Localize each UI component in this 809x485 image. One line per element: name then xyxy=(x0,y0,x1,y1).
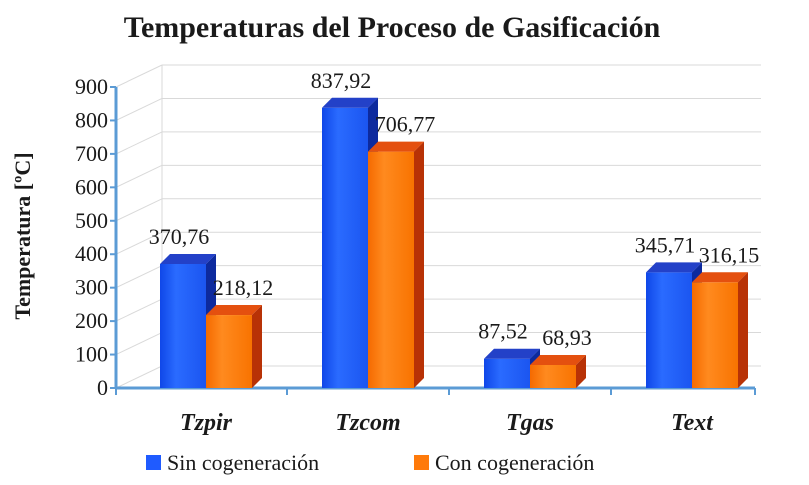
bar-text-con xyxy=(692,272,748,388)
gridline-diagonal xyxy=(115,198,163,222)
x-tick-label: Text xyxy=(671,410,714,436)
bar-tzpir-con xyxy=(206,305,262,388)
bar-front xyxy=(484,358,530,388)
y-tick-label: 0 xyxy=(97,375,108,400)
bar-side xyxy=(738,272,748,388)
bar-top xyxy=(530,354,586,365)
legend: Sin cogeneración Con cogeneración xyxy=(146,450,594,475)
bar-front xyxy=(692,282,738,388)
gridlines xyxy=(115,64,761,389)
y-tick-label: 500 xyxy=(75,208,108,233)
data-label: 837,92 xyxy=(311,68,372,93)
gridline-diagonal xyxy=(115,332,163,356)
bar-top xyxy=(692,272,748,283)
bar-top xyxy=(322,97,378,108)
gridline-diagonal xyxy=(115,164,163,188)
gridline-diagonal xyxy=(115,97,163,121)
x-tick-label: Tzcom xyxy=(335,410,400,436)
y-tick-label: 900 xyxy=(75,74,108,99)
bar-top xyxy=(646,262,702,273)
chart-title: Temperaturas del Proceso de Gasificación xyxy=(124,11,661,44)
y-tick-label: 200 xyxy=(75,308,108,333)
gridline-diagonal xyxy=(115,298,163,322)
gridline-diagonal xyxy=(115,64,163,88)
bars xyxy=(160,97,748,388)
data-label: 68,93 xyxy=(542,325,592,350)
bar-top xyxy=(160,254,216,265)
x-tick-label: Tzpir xyxy=(180,410,233,436)
gridline-diagonal xyxy=(115,131,163,155)
bar-side xyxy=(252,305,262,388)
bar-front xyxy=(206,315,252,388)
x-tick-label: Tgas xyxy=(506,410,554,436)
legend-swatch-con-cogeneracion xyxy=(414,455,429,470)
legend-swatch-sin-cogeneracion xyxy=(146,455,161,470)
data-label: 345,71 xyxy=(635,232,696,257)
bar-top xyxy=(484,348,540,359)
gridline-diagonal xyxy=(115,231,163,255)
x-tick-labels: Tzpir Tzcom Tgas Text xyxy=(180,410,714,436)
y-tick-label: 700 xyxy=(75,141,108,166)
y-tick-label: 400 xyxy=(75,241,108,266)
bar-front xyxy=(530,364,576,388)
bar-front xyxy=(368,151,414,388)
legend-label-sin-cogeneracion: Sin cogeneración xyxy=(167,450,319,475)
bar-side xyxy=(576,354,586,388)
data-label: 706,77 xyxy=(375,112,436,137)
gridline-diagonal xyxy=(115,265,163,289)
data-label: 316,15 xyxy=(699,242,760,267)
bar-front xyxy=(160,264,206,388)
legend-label-con-cogeneracion: Con cogeneración xyxy=(435,450,594,475)
data-label: 87,52 xyxy=(478,319,528,344)
y-tick-label: 600 xyxy=(75,174,108,199)
bar-side xyxy=(414,141,424,388)
y-axis-label: Temperatura [ºC] xyxy=(10,152,35,319)
bar-tzpir-sin xyxy=(160,254,216,388)
bar-tgas-con xyxy=(530,354,586,388)
bar-top xyxy=(206,305,262,316)
bar-front xyxy=(322,107,368,388)
gridline-diagonal xyxy=(115,365,163,389)
bar-top xyxy=(368,141,424,152)
bar-front xyxy=(646,272,692,388)
y-tick-label: 300 xyxy=(75,275,108,300)
y-tick-labels: 0 100 200 300 400 500 600 700 800 900 xyxy=(75,74,108,400)
data-label: 370,76 xyxy=(149,224,210,249)
bar-tzcom-con xyxy=(368,141,424,388)
y-tick-label: 800 xyxy=(75,107,108,132)
data-label: 218,12 xyxy=(213,275,274,300)
y-tick-label: 100 xyxy=(75,342,108,367)
